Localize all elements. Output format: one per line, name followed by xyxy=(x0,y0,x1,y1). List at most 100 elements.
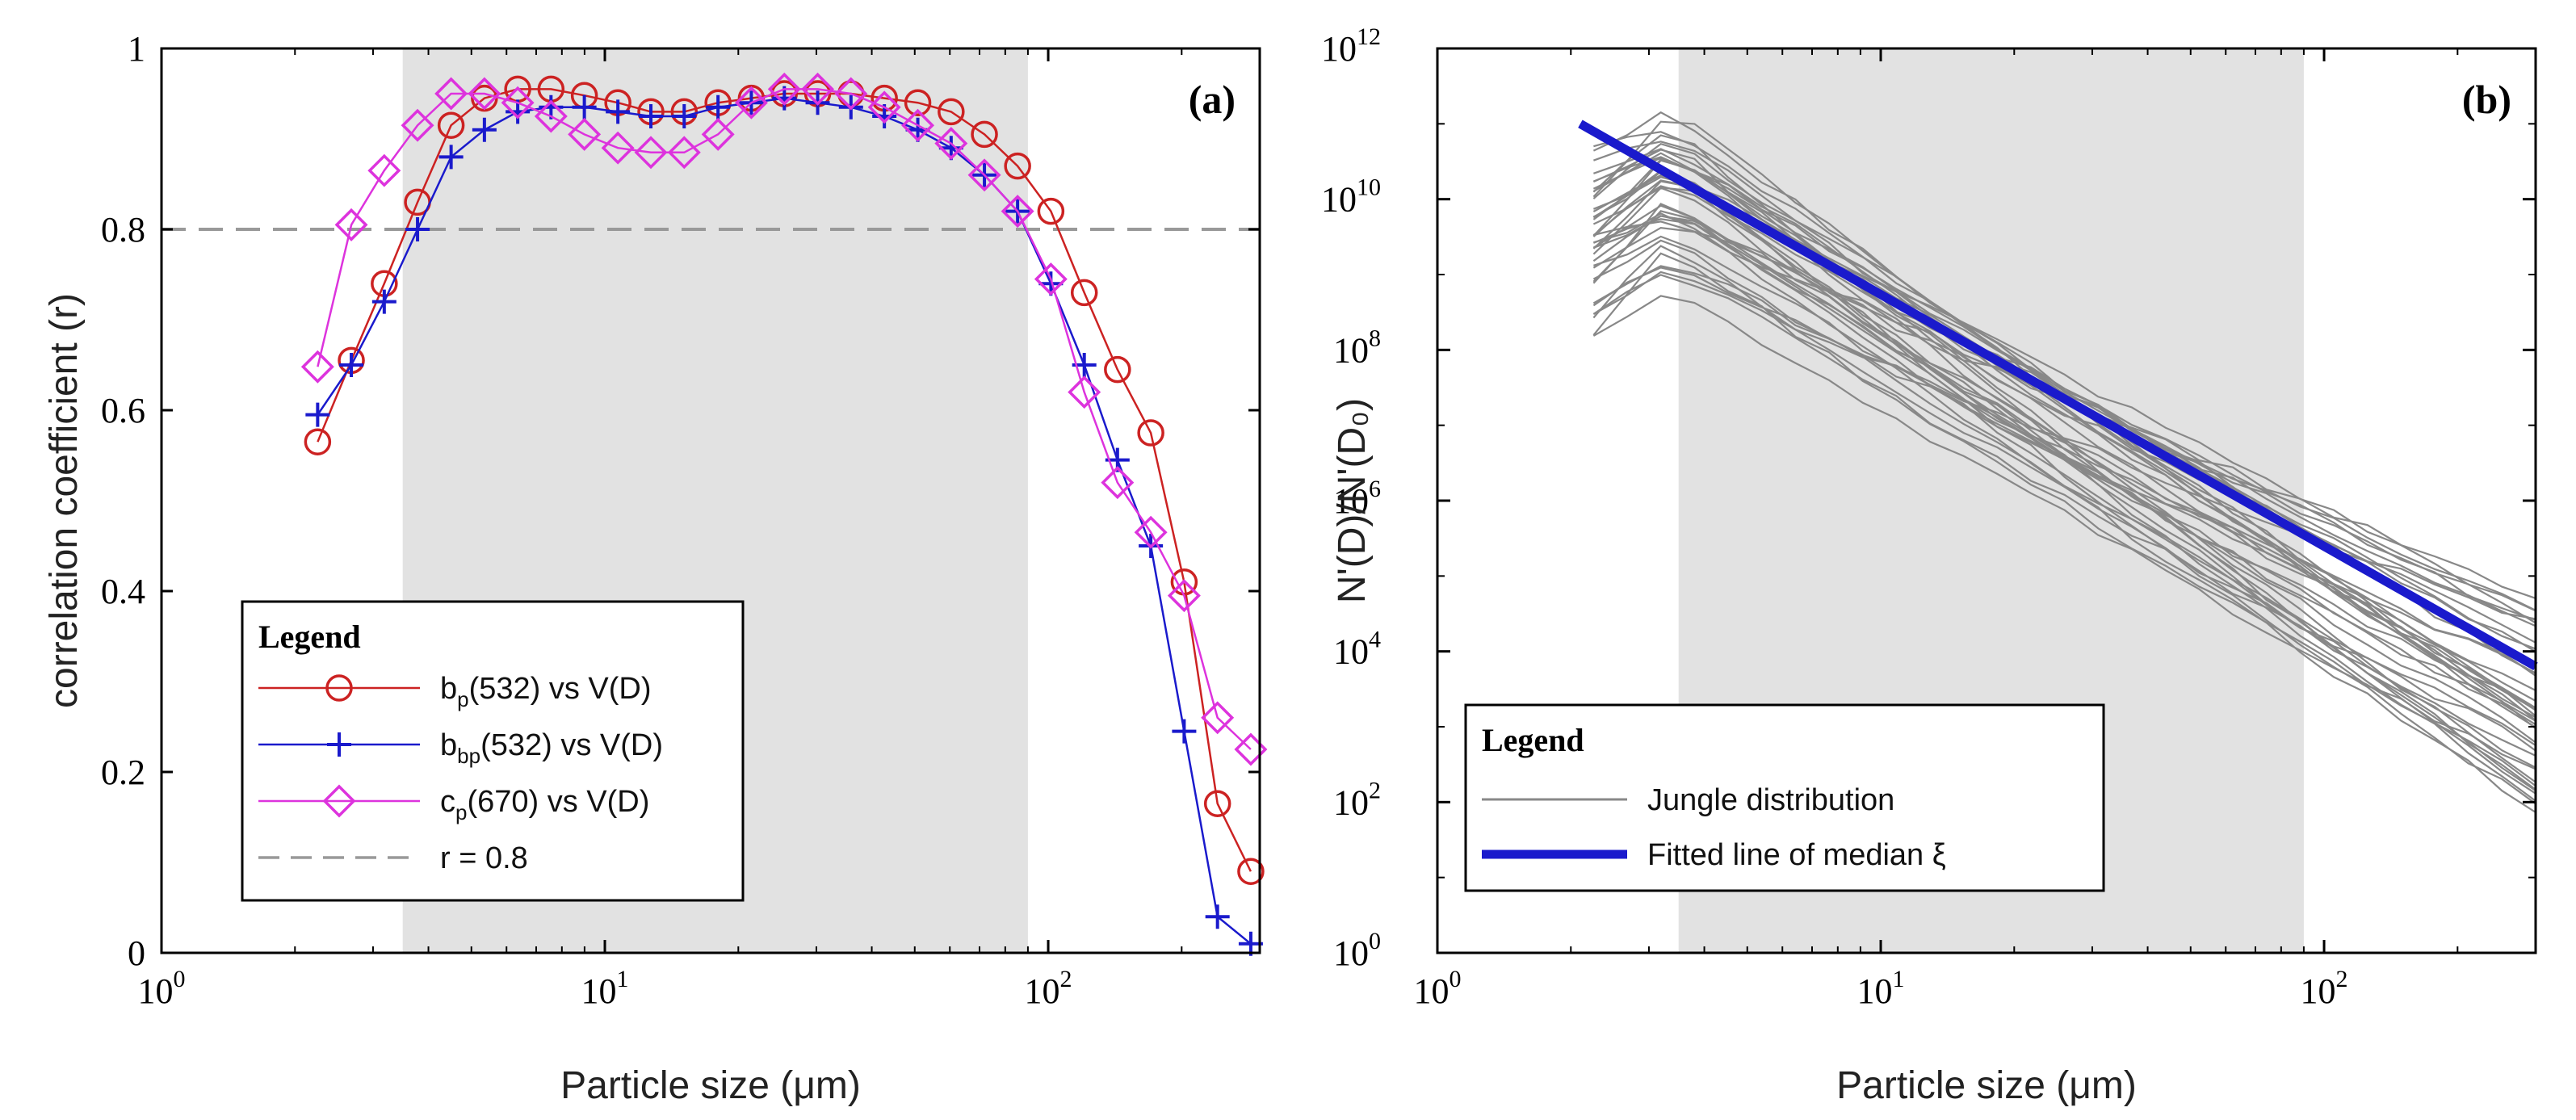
data-point xyxy=(568,117,602,151)
jungle-curve xyxy=(1592,149,2536,783)
panel-a-xlabel: Particle size (μm) xyxy=(560,1064,861,1107)
data-point xyxy=(1068,375,1101,409)
data-point xyxy=(1237,858,1265,885)
y-tick-label: 108 xyxy=(1333,325,1381,370)
panel-a-series xyxy=(300,72,1268,956)
legend-swatch-marker xyxy=(325,674,353,702)
data-point xyxy=(971,120,998,149)
data-point xyxy=(1205,904,1230,929)
x-tick-label: 100 xyxy=(1414,966,1462,1011)
data-point xyxy=(667,136,701,170)
y-tick-label: 0.4 xyxy=(101,572,145,611)
data-point xyxy=(1001,195,1034,229)
data-point xyxy=(867,90,901,124)
y-tick-label: 1010 xyxy=(1321,174,1381,220)
panel-b-legend: Legend Jungle distribution Fitted line o… xyxy=(1464,703,2105,892)
y-tick-label: 100 xyxy=(1333,928,1381,973)
data-point xyxy=(734,86,768,120)
data-point xyxy=(367,153,401,187)
panel-b-ticks: 100 102 104 106 108 1010 1012 100 101 102 xyxy=(1321,23,2536,1011)
panel-a-ylabel: correlation coefficient (r) xyxy=(43,293,86,708)
data-point xyxy=(1004,152,1031,180)
y-tick-label: 104 xyxy=(1333,627,1381,672)
data-point xyxy=(1134,515,1168,549)
data-point xyxy=(967,158,1001,192)
y-tick-label: 0.6 xyxy=(101,391,145,430)
data-point xyxy=(305,402,330,427)
data-point xyxy=(334,208,368,241)
data-point xyxy=(801,72,835,106)
data-point xyxy=(434,77,468,111)
data-point xyxy=(339,353,364,377)
x-tick-label: 101 xyxy=(1857,966,1905,1011)
panel-b-legend-fit-label: Fitted line of median ξ xyxy=(1647,838,1946,872)
legend-label-0: bp(532) vs V(D) xyxy=(440,672,652,711)
data-point xyxy=(1167,579,1201,613)
jungle-curve xyxy=(1593,131,2536,721)
jungle-curve xyxy=(1592,210,2536,769)
data-point xyxy=(901,108,935,142)
panel-b-tag: (b) xyxy=(2462,77,2511,122)
data-point xyxy=(934,127,968,161)
data-point xyxy=(534,99,568,133)
y-tick-label: 0.2 xyxy=(101,753,145,792)
x-tick-label: 102 xyxy=(2301,966,2348,1011)
panel-a-legend-items: bp(532) vs V(D) bbp(532) vs V(D) cp(670) v… xyxy=(258,672,663,875)
legend-label-1: bbp(532) vs V(D) xyxy=(440,728,663,768)
jungle-curve xyxy=(1592,134,2536,791)
data-point xyxy=(1037,197,1065,225)
data-point xyxy=(468,77,501,111)
panel-a: 0 0.2 0.4 0.6 0.8 1 100 101 102 (a) Particle siz… xyxy=(43,29,1268,1107)
data-point xyxy=(471,84,498,112)
data-point xyxy=(767,72,801,106)
panel-b-xlabel: Particle size (μm) xyxy=(1836,1064,2137,1107)
jungle-curve xyxy=(1592,174,2536,612)
jungle-curve xyxy=(1592,158,2536,650)
data-point xyxy=(706,94,731,120)
data-point xyxy=(601,131,635,165)
panel-b-fitted-line xyxy=(1578,120,2538,671)
data-point xyxy=(472,117,497,142)
data-point xyxy=(1101,466,1135,500)
jungle-curve xyxy=(1592,176,2536,805)
jungle-curve xyxy=(1592,252,2536,770)
jungle-curve xyxy=(1592,157,2536,711)
data-point xyxy=(438,145,464,170)
data-point xyxy=(672,104,697,128)
jungle-curve xyxy=(1593,235,2536,711)
panel-b-ylabel: N'(D)/N'(D₀) xyxy=(1331,398,1374,603)
data-point xyxy=(1201,701,1235,735)
jungle-curve xyxy=(1592,203,2536,691)
jungle-curve xyxy=(1593,148,2536,730)
series-line-2 xyxy=(317,88,1252,750)
data-point xyxy=(904,89,932,116)
x-tick-label: 102 xyxy=(1025,966,1072,1011)
data-point xyxy=(304,428,332,455)
data-point xyxy=(834,77,868,111)
panel-a-ticks: 0 0.2 0.4 0.6 0.8 1 100 101 102 xyxy=(101,29,1261,1011)
panel-a-legend-box xyxy=(241,600,745,902)
data-point xyxy=(634,136,668,170)
data-point xyxy=(1070,279,1098,307)
panel-a-legend: Legend bp(532) vs V(D) bbp(532) vs V(D) cp… xyxy=(241,600,745,902)
data-point xyxy=(1172,719,1197,744)
data-point xyxy=(1203,790,1231,817)
jungle-curve xyxy=(1592,245,2536,752)
data-point xyxy=(300,350,334,384)
panel-b: 100 102 104 106 108 1010 1012 100 101 102 (b) Par… xyxy=(1321,23,2538,1107)
y-tick-label: 102 xyxy=(1333,777,1381,822)
panel-b-legend-box xyxy=(1464,703,2105,892)
legend-ref-label: r = 0.8 xyxy=(440,841,528,875)
data-point xyxy=(401,108,434,142)
data-point xyxy=(405,217,430,241)
panel-a-tag: (a) xyxy=(1189,77,1236,122)
legend-swatch-marker xyxy=(327,732,351,757)
y-tick-label: 106 xyxy=(1333,476,1381,521)
legend-swatch-marker xyxy=(322,784,356,818)
x-tick-label: 101 xyxy=(581,966,629,1011)
data-point xyxy=(938,98,965,126)
y-tick-label: 0.8 xyxy=(101,210,145,250)
data-point xyxy=(606,99,631,124)
data-point xyxy=(371,289,396,314)
data-point xyxy=(1034,262,1068,296)
